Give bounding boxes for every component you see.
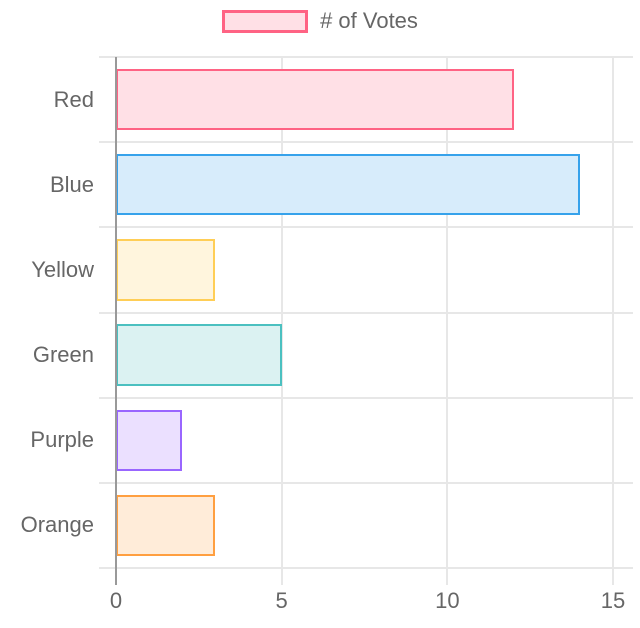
legend-swatch xyxy=(222,9,309,33)
legend[interactable]: # of Votes xyxy=(0,8,640,34)
bar-blue[interactable] xyxy=(116,154,580,216)
y-axis-label-red: Red xyxy=(53,86,94,112)
bar-green[interactable] xyxy=(116,324,282,386)
x-axis-tick-0: 0 xyxy=(109,588,123,613)
grid-line-horizontal xyxy=(99,226,633,229)
bar-purple[interactable] xyxy=(116,409,183,471)
grid-line-horizontal xyxy=(99,141,633,144)
y-axis-label-blue: Blue xyxy=(49,171,94,197)
y-axis-label-green: Green xyxy=(32,342,94,368)
y-axis-zero-line xyxy=(115,57,117,585)
grid-line-vertical xyxy=(446,57,449,585)
y-axis-label-yellow: Yellow xyxy=(31,256,94,282)
bar-orange[interactable] xyxy=(116,494,216,557)
y-axis-label-orange: Orange xyxy=(20,512,94,538)
grid-line-horizontal xyxy=(99,396,633,399)
x-axis-tick-15: 15 xyxy=(600,588,626,613)
x-axis-line xyxy=(99,567,633,569)
grid-line-horizontal xyxy=(99,481,633,484)
y-axis-label-purple: Purple xyxy=(30,427,94,453)
legend-label: # of Votes xyxy=(320,8,418,33)
bar-red[interactable] xyxy=(116,68,514,131)
grid-line-vertical xyxy=(612,57,614,585)
x-axis-tick-10: 10 xyxy=(435,588,460,613)
grid-line-vertical xyxy=(280,57,283,585)
bar-yellow[interactable] xyxy=(116,239,216,301)
grid-line-horizontal xyxy=(99,56,633,58)
x-axis-tick-5: 5 xyxy=(275,588,288,613)
grid-line-horizontal xyxy=(99,311,633,314)
